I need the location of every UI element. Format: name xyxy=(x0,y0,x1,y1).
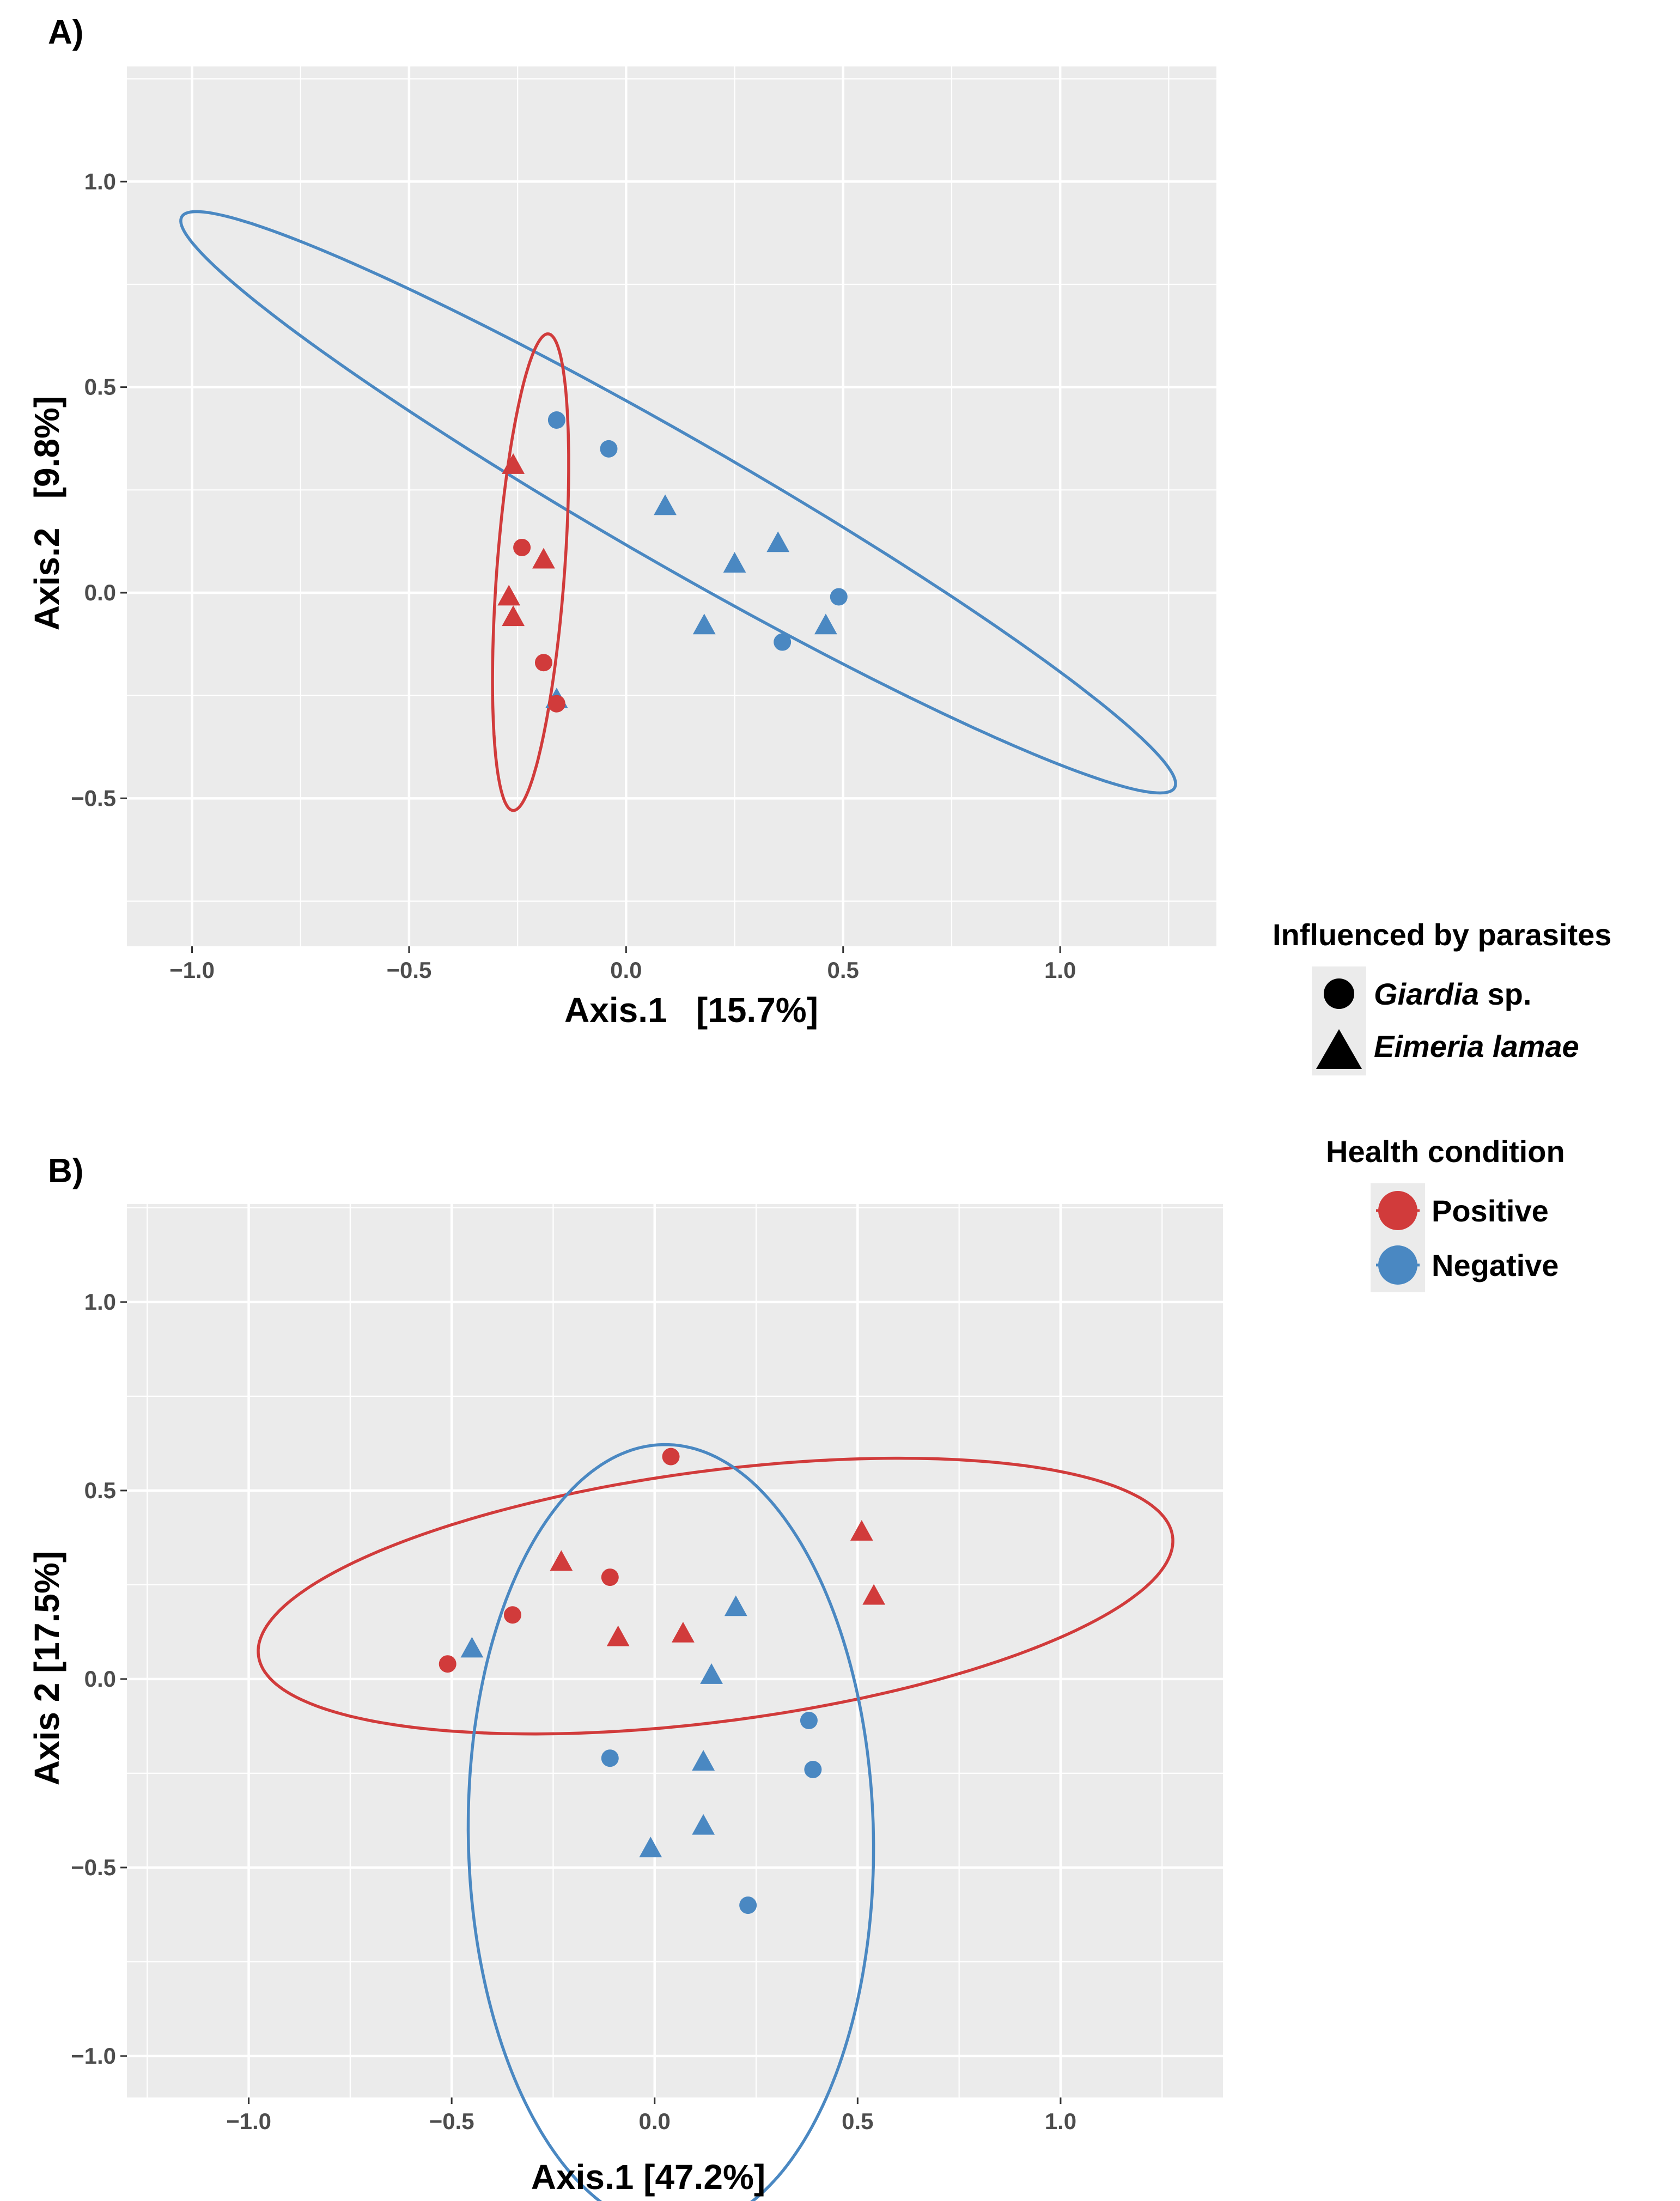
point-eimeria-positive xyxy=(672,1621,695,1643)
y-tick-label: 0.0 xyxy=(84,1666,116,1692)
point-eimeria-negative xyxy=(723,552,746,573)
y-tick-label: −0.5 xyxy=(71,785,116,811)
confidence-ellipse-positive xyxy=(491,332,570,812)
legend-positive-dot-icon xyxy=(1378,1191,1417,1230)
point-giardia-positive xyxy=(662,1448,680,1466)
y-tick-label: 0.5 xyxy=(84,1478,116,1503)
point-eimeria-negative xyxy=(814,613,837,635)
point-eimeria-negative xyxy=(692,613,716,635)
legend-color-title: Health condition xyxy=(1326,1134,1565,1169)
y-tick-label: 1.0 xyxy=(84,1289,116,1315)
legend-giardia-plain: sp. xyxy=(1479,977,1531,1011)
point-giardia-negative xyxy=(774,633,792,651)
plot-a-ticks: −1.0 −0.5 0.0 0.5 1.0 −0.5 0.0 0.5 1.0 xyxy=(71,168,1076,983)
panel-b: B) −1.0 −0.5 0.0 0.5 1.0 −1.0 −0.5 0.0 0.5 1.0 Ax… xyxy=(27,1152,1223,2201)
x-tick-label: −1.0 xyxy=(169,957,215,983)
panel-b-tag: B) xyxy=(48,1152,83,1190)
plot-b-points xyxy=(439,1448,886,1914)
point-eimeria-positive xyxy=(532,548,555,569)
plot-a-y-axis-title: Axis.2 [9.8%] xyxy=(27,396,66,630)
point-eimeria-negative xyxy=(766,531,790,552)
legend-item-negative: Negative xyxy=(1432,1248,1559,1282)
panel-a: A) −1.0 −0.5 0.0 0.5 1.0 −0.5 0.0 0.5 1.0 Axis.1… xyxy=(27,14,1216,1030)
point-eimeria-positive xyxy=(497,585,521,606)
point-giardia-positive xyxy=(503,1606,521,1624)
panel-a-tag: A) xyxy=(48,14,83,51)
point-eimeria-negative xyxy=(654,494,677,515)
x-tick-label: 0.0 xyxy=(610,957,642,983)
point-giardia-negative xyxy=(739,1896,757,1914)
confidence-ellipse-negative xyxy=(466,1443,875,2201)
confidence-ellipse-negative xyxy=(179,210,1177,795)
plot-b-background xyxy=(127,1204,1223,2097)
legend-giardia-italic: Giardia xyxy=(1374,977,1479,1011)
plot-b-grid xyxy=(127,1204,1223,2097)
point-eimeria-positive xyxy=(862,1584,886,1605)
point-eimeria-negative xyxy=(639,1837,662,1858)
triangle-icon xyxy=(1316,1029,1362,1069)
legend: Influenced by parasites Giardia sp. Eime… xyxy=(1273,917,1611,1292)
plot-b-ticks: −1.0 −0.5 0.0 0.5 1.0 −1.0 −0.5 0.0 0.5 1.0 xyxy=(71,1289,1076,2134)
point-eimeria-positive xyxy=(502,453,525,474)
point-giardia-negative xyxy=(601,1749,619,1767)
point-giardia-positive xyxy=(439,1655,456,1673)
legend-item-eimeria: Eimeria lamae xyxy=(1374,1029,1579,1063)
point-eimeria-negative xyxy=(692,1814,715,1835)
plot-a-grid xyxy=(127,66,1216,946)
plot-a-x-axis-title: Axis.1 [15.7%] xyxy=(564,990,818,1030)
point-giardia-negative xyxy=(600,440,618,458)
legend-item-giardia: Giardia sp. xyxy=(1374,977,1531,1011)
y-tick-label: 0.5 xyxy=(84,374,116,400)
point-eimeria-positive xyxy=(550,1550,573,1571)
legend-negative-dot-icon xyxy=(1378,1245,1417,1285)
point-giardia-positive xyxy=(534,654,552,672)
point-giardia-negative xyxy=(800,1712,818,1730)
point-eimeria-negative xyxy=(692,1750,715,1771)
y-tick-label: 1.0 xyxy=(84,168,116,194)
plot-b-ellipses xyxy=(257,1443,1174,2201)
x-tick-label: 0.5 xyxy=(827,957,859,983)
point-giardia-negative xyxy=(830,588,848,606)
x-tick-label: 1.0 xyxy=(1044,957,1076,983)
plot-a-ellipses xyxy=(179,210,1177,812)
circle-icon xyxy=(1324,978,1354,1009)
x-tick-label: 0.0 xyxy=(639,2108,671,2134)
x-tick-label: 1.0 xyxy=(1045,2108,1076,2134)
x-tick-label: 0.5 xyxy=(842,2108,873,2134)
x-tick-label: −1.0 xyxy=(226,2108,271,2134)
point-eimeria-negative xyxy=(700,1663,723,1684)
plot-a-points xyxy=(497,411,848,713)
legend-shape-title: Influenced by parasites xyxy=(1273,917,1611,952)
point-eimeria-positive xyxy=(850,1520,873,1541)
x-tick-label: −0.5 xyxy=(386,957,431,983)
point-giardia-positive xyxy=(601,1568,619,1586)
y-tick-label: 0.0 xyxy=(84,580,116,605)
point-eimeria-negative xyxy=(460,1637,484,1658)
confidence-ellipse-positive xyxy=(257,1456,1174,1736)
y-tick-label: −1.0 xyxy=(71,2043,116,2069)
x-tick-label: −0.5 xyxy=(429,2108,474,2134)
point-giardia-positive xyxy=(513,538,531,556)
y-tick-label: −0.5 xyxy=(71,1855,116,1880)
point-giardia-negative xyxy=(547,411,565,429)
point-eimeria-negative xyxy=(724,1595,747,1616)
point-eimeria-positive xyxy=(502,605,525,627)
point-giardia-negative xyxy=(804,1760,822,1778)
plot-b-y-axis-title: Axis 2 [17.5%] xyxy=(27,1551,66,1785)
legend-item-positive: Positive xyxy=(1432,1194,1549,1228)
point-eimeria-positive xyxy=(606,1625,630,1646)
point-giardia-positive xyxy=(547,695,565,713)
plot-b-x-axis-title: Axis.1 [47.2%] xyxy=(531,2157,765,2197)
